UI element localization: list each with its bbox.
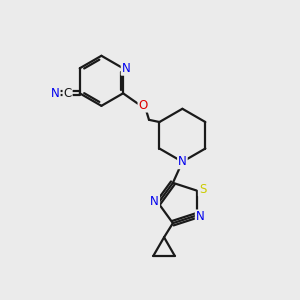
Text: N: N: [51, 87, 60, 100]
Text: N: N: [122, 62, 130, 75]
Text: S: S: [199, 183, 206, 196]
Text: N: N: [196, 210, 205, 224]
Text: C: C: [64, 87, 72, 100]
Text: N: N: [178, 155, 187, 168]
Text: N: N: [150, 195, 159, 208]
Text: O: O: [139, 99, 148, 112]
